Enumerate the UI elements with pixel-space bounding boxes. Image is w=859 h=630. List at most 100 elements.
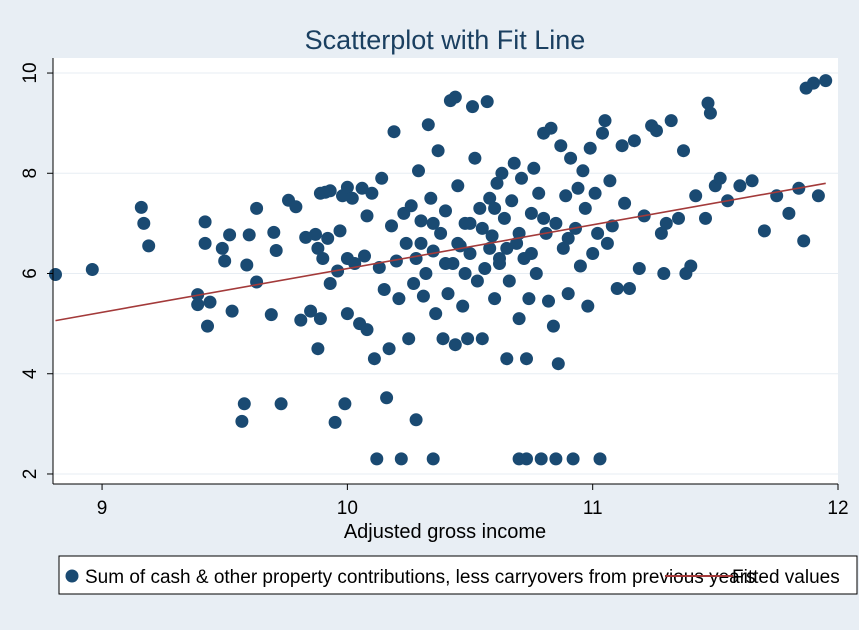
scatter-point	[365, 186, 379, 200]
legend: Sum of cash & other property contributio…	[58, 555, 858, 595]
scatter-point	[267, 225, 281, 239]
scatter-point	[429, 307, 443, 321]
scatter-point	[49, 268, 62, 281]
scatter-point	[463, 247, 477, 260]
scatter-point	[274, 397, 288, 411]
scatter-point	[475, 221, 489, 235]
scatter-point	[689, 189, 703, 203]
scatter-point	[478, 262, 492, 275]
scatter-point	[483, 241, 497, 255]
scatter-point	[586, 247, 600, 260]
scatter-point	[554, 139, 568, 153]
scatter-point	[316, 252, 330, 265]
scatter-point	[520, 352, 533, 366]
scatter-point	[367, 352, 381, 366]
scatter-point	[304, 304, 318, 318]
scatter-point	[561, 231, 575, 245]
scatter-point	[250, 275, 264, 289]
scatter-point	[603, 174, 617, 188]
scatter-point	[439, 257, 452, 270]
scatter-point	[382, 342, 396, 356]
scatter-point	[218, 254, 232, 268]
scatter-point	[426, 452, 440, 466]
y-tick-label: 6	[20, 268, 41, 279]
scatter-point	[664, 114, 678, 128]
scatter-point	[529, 267, 543, 280]
scatter-point	[468, 151, 482, 165]
scatter-point	[313, 312, 327, 326]
scatter-point	[333, 224, 347, 238]
scatter-points	[49, 74, 833, 466]
scatter-point	[345, 191, 359, 205]
scatter-point	[532, 186, 546, 200]
scatter-point	[203, 295, 217, 309]
scatter-point	[510, 236, 524, 250]
scatter-point	[402, 332, 416, 346]
scatter-point	[534, 452, 548, 466]
scatter-point	[488, 292, 502, 306]
scatter-point	[412, 164, 425, 178]
scatter-point	[201, 319, 214, 333]
scatter-point	[242, 228, 256, 242]
scatter-point	[355, 181, 369, 195]
x-tick-label: 9	[97, 498, 108, 519]
scatter-point	[485, 229, 499, 243]
scatter-point	[323, 277, 337, 290]
scatter-point	[500, 241, 514, 255]
scatter-point	[142, 239, 156, 253]
scatter-point	[627, 134, 641, 148]
scatter-point	[657, 267, 671, 280]
scatter-point	[470, 274, 484, 288]
y-axis-ticks: 2 4 6 8 10	[20, 62, 53, 479]
scatter-point	[473, 201, 487, 215]
scatter-point	[294, 313, 308, 327]
scatter-point	[264, 308, 278, 322]
scatter-point	[387, 125, 401, 139]
scatter-point	[451, 179, 465, 193]
scatter-point	[424, 191, 438, 205]
scatter-point	[240, 258, 254, 272]
scatter-point	[426, 244, 440, 258]
scatter-point	[439, 204, 452, 218]
scatter-point	[677, 144, 690, 158]
legend-marker-scatter	[65, 569, 79, 583]
scatter-point	[466, 100, 479, 114]
scatter-point	[701, 96, 715, 110]
scatter-point	[488, 201, 502, 215]
scatter-point	[456, 299, 470, 313]
scatter-point	[370, 452, 384, 466]
scatter-point	[505, 194, 519, 208]
scatter-point	[375, 171, 389, 185]
chart-title: Scatterplot with Fit Line	[305, 25, 586, 55]
scatter-point	[500, 352, 514, 366]
scatter-point	[573, 259, 587, 273]
scatter-point	[404, 199, 418, 213]
scatter-point	[684, 259, 698, 273]
scatter-point	[191, 298, 205, 312]
scatter-point	[399, 236, 413, 250]
scatter-point	[269, 244, 283, 257]
scatter-point	[416, 289, 430, 303]
y-tick-label: 10	[20, 62, 41, 83]
scatter-point	[463, 216, 477, 230]
scatter-point	[380, 391, 394, 405]
scatter-point	[235, 414, 249, 428]
scatter-point	[389, 254, 403, 268]
scatter-point	[745, 174, 759, 188]
scatter-point	[198, 215, 212, 229]
scatter-point	[490, 176, 504, 190]
legend-label-scatter: Sum of cash & other property contributio…	[85, 567, 756, 588]
scatter-point	[623, 282, 636, 295]
scatter-point	[551, 357, 565, 371]
scatter-point	[328, 415, 342, 429]
scatter-point	[581, 299, 595, 313]
scatter-point	[495, 166, 509, 180]
grid-lines	[53, 72, 838, 475]
plot-area	[53, 58, 838, 484]
scatter-point	[134, 200, 148, 214]
scatter-point	[321, 231, 335, 245]
fit-line-layer	[55, 182, 826, 322]
fit-line	[55, 182, 826, 322]
scatter-point	[441, 287, 455, 301]
